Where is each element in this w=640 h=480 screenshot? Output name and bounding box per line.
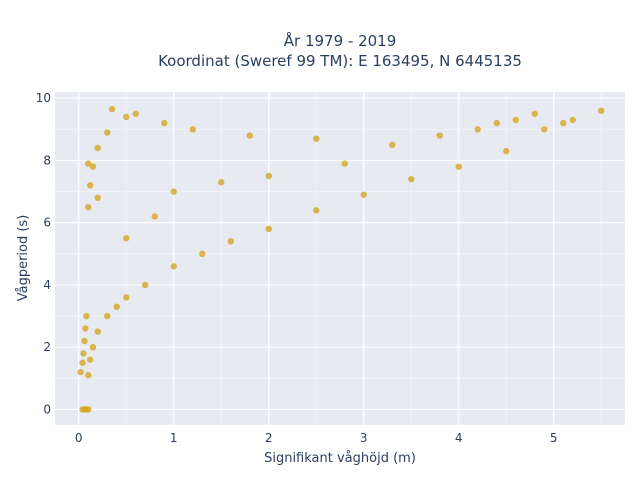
data-points [77,105,605,413]
y-tick-label: 0 [43,402,51,416]
data-point [360,191,367,198]
data-point [142,281,149,289]
data-point [86,356,94,363]
data-point [123,113,130,121]
x-tick-label: 5 [550,431,558,445]
data-point [341,160,348,167]
data-point [104,312,111,320]
x-tick-label: 1 [170,431,178,445]
data-point [598,107,605,114]
data-point [313,207,320,214]
data-point [436,132,443,139]
x-tick-label: 4 [455,431,463,445]
data-point [89,343,97,351]
plot-background [55,92,625,425]
data-point [161,119,168,127]
data-point [455,163,462,170]
data-point [108,105,116,113]
data-point [94,194,101,202]
chart-title-line2: Koordinat (Sweref 99 TM): E 163495, N 64… [158,52,522,70]
y-tick-label: 4 [43,278,51,292]
data-point [81,337,88,345]
y-tick-label: 6 [43,216,51,230]
data-point [512,116,519,124]
data-point [80,350,87,357]
data-point [170,263,177,270]
data-point [170,188,177,195]
y-tick-label: 2 [43,340,51,354]
x-axis-label: Signifikant våghöjd (m) [264,451,416,466]
data-point [77,368,84,376]
data-point [94,144,101,152]
x-tick-label: 2 [265,431,273,445]
data-point [86,182,94,189]
data-point [265,225,272,233]
data-point [151,213,158,220]
data-point [89,163,97,170]
data-point [85,160,92,167]
data-point [199,250,206,258]
y-tick-label: 10 [36,91,51,105]
data-point [83,312,90,320]
data-point [246,132,253,139]
y-tick-labels: 0 2 4 6 8 10 [36,91,51,416]
data-point [531,110,538,117]
data-point [132,110,139,117]
x-tick-label: 3 [360,431,368,445]
chart-title-line1: År 1979 - 2019 [284,31,397,50]
data-point [85,203,92,211]
grid-lines [55,92,625,425]
data-point [218,179,225,186]
data-point [503,147,510,155]
x-tick-label: 0 [75,431,83,445]
data-point [104,129,111,136]
data-point [113,303,120,310]
x-tick-labels: 0 1 2 3 4 5 [75,431,558,445]
y-axis-label: Vågperiod (s) [16,215,31,302]
data-point [227,238,234,245]
data-point [569,116,576,124]
data-point [389,141,396,149]
data-point [85,406,92,413]
data-point [313,135,320,142]
data-point [474,126,481,133]
data-point [94,328,101,335]
data-point [189,126,196,133]
data-point [493,119,500,127]
data-point [560,119,567,127]
data-point [79,359,86,366]
data-point [408,175,415,183]
data-point [265,172,272,180]
data-point [85,372,92,379]
data-point [541,126,548,133]
y-tick-label: 8 [43,153,51,167]
data-point [123,294,130,301]
data-point [82,325,89,332]
data-point [123,235,130,242]
